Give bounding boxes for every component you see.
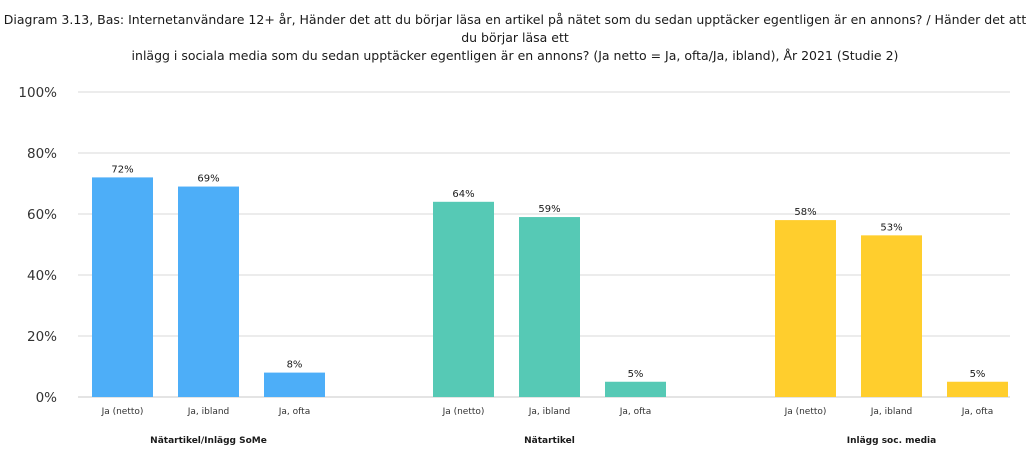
data-label: 53% <box>880 222 902 233</box>
bar <box>433 201 494 397</box>
data-label: 8% <box>287 360 303 371</box>
group-label: Nätartikel <box>524 436 575 446</box>
bars <box>92 177 1008 397</box>
data-label: 5% <box>970 369 986 380</box>
y-tick-label: 20% <box>27 329 57 345</box>
group-label: Nätartikel/Inlägg SoMe <box>150 436 267 446</box>
category-label: Ja, ofta <box>619 407 651 417</box>
chart-title: Diagram 3.13, Bas: Internetanvändare 12+… <box>0 11 1030 65</box>
chart-title-line-2: inlägg i sociala media som du sedan uppt… <box>131 48 899 63</box>
y-tick-label: 40% <box>27 268 57 284</box>
bar <box>861 235 922 397</box>
y-tick-label: 100% <box>18 85 57 101</box>
data-label: 64% <box>452 189 474 200</box>
y-tick-label: 80% <box>27 146 57 162</box>
bar <box>178 186 239 397</box>
bar <box>775 220 836 397</box>
category-label: Ja (netto) <box>442 407 485 417</box>
category-label: Ja, ibland <box>187 407 230 417</box>
data-label: 5% <box>628 369 644 380</box>
category-label: Ja (netto) <box>784 407 827 417</box>
category-label: Ja, ibland <box>870 407 913 417</box>
y-tick-label: 0% <box>36 390 58 406</box>
bar <box>264 372 325 397</box>
category-label: Ja, ofta <box>278 407 310 417</box>
y-axis: 0% 20% 40% 60% 80% 100% <box>18 85 57 406</box>
data-label: 58% <box>794 207 816 218</box>
category-label: Ja (netto) <box>101 407 144 417</box>
data-label: 72% <box>111 164 133 175</box>
bar <box>605 381 666 397</box>
category-label: Ja, ofta <box>961 407 993 417</box>
bar <box>519 217 580 397</box>
labels: 72% Ja (netto) 69% Ja, ibland 8% Ja, ofta Näta… <box>101 164 994 446</box>
group-label: Inlägg soc. media <box>847 436 936 446</box>
data-label: 69% <box>197 174 219 185</box>
data-label: 59% <box>538 204 560 215</box>
bar <box>92 177 153 397</box>
bar <box>947 381 1008 397</box>
chart-title-line-1: Diagram 3.13, Bas: Internetanvändare 12+… <box>3 12 1027 45</box>
y-tick-label: 60% <box>27 207 57 223</box>
category-label: Ja, ibland <box>528 407 571 417</box>
